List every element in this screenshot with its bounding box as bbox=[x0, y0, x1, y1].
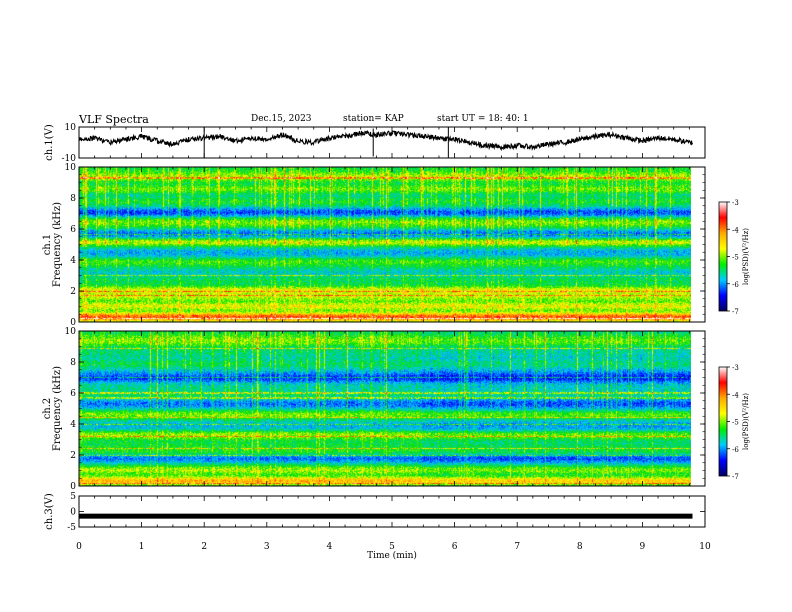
ch3-waveform-line bbox=[79, 513, 693, 519]
ch2-spectrogram-image bbox=[79, 331, 691, 486]
colorbar-tick-label: -7 bbox=[732, 308, 739, 316]
w3-ytick-label: -5 bbox=[67, 523, 76, 533]
x-tick-label: 4 bbox=[327, 542, 333, 552]
x-tick-label: 1 bbox=[139, 542, 145, 552]
x-tick-label: 6 bbox=[452, 542, 458, 552]
w1-ytick-label: 10 bbox=[65, 123, 77, 133]
s2-ytick-label: 10 bbox=[65, 327, 77, 337]
colorbar-tick-label: -7 bbox=[732, 473, 739, 481]
s2-ytick-label: 0 bbox=[70, 482, 76, 492]
s1-ytick-label: 6 bbox=[70, 225, 76, 235]
start-time-label: start UT = 18: 40: 1 bbox=[437, 114, 529, 124]
x-tick-label: 0 bbox=[76, 542, 82, 552]
s2-ytick-label: 6 bbox=[70, 389, 76, 399]
s1-ytick-label: 2 bbox=[70, 287, 76, 297]
colorbar-tick-label: -6 bbox=[732, 281, 739, 289]
colorbar-1 bbox=[718, 201, 728, 312]
x-tick-label: 8 bbox=[577, 542, 583, 552]
x-tick-label: 5 bbox=[389, 542, 395, 552]
colorbar-2 bbox=[718, 366, 728, 477]
s2-ytick-label: 2 bbox=[70, 451, 76, 461]
colorbar-tick-label: -5 bbox=[732, 419, 739, 427]
x-tick-label: 10 bbox=[699, 542, 711, 552]
w3-ytick-label: 5 bbox=[70, 492, 76, 502]
chart-title: VLF Spectra bbox=[79, 113, 149, 126]
x-tick-label: 3 bbox=[264, 542, 270, 552]
s1-ytick-label: 10 bbox=[65, 163, 77, 173]
w3-ylabel: ch.3(V) bbox=[44, 493, 55, 530]
s2-ytick-label: 8 bbox=[70, 358, 76, 368]
s1-ytick-label: 4 bbox=[70, 256, 76, 266]
date-label: Dec.15, 2023 bbox=[251, 114, 312, 124]
s2-ytick-label: 4 bbox=[70, 420, 76, 430]
s1-ytick-label: 8 bbox=[70, 194, 76, 204]
x-axis-title: Time (min) bbox=[367, 550, 417, 561]
ch1-spectrogram-image bbox=[79, 167, 691, 322]
s2-channel-label: ch.2 bbox=[42, 398, 53, 420]
station-label: station= KAP bbox=[343, 114, 404, 124]
w1-ylabel: ch.1(V) bbox=[44, 124, 55, 161]
colorbar-label: log(PSD)(V²/Hz) bbox=[742, 393, 750, 450]
x-tick-label: 2 bbox=[201, 542, 207, 552]
colorbar-tick-label: -4 bbox=[732, 391, 739, 399]
w3-ytick-label: 0 bbox=[70, 508, 76, 518]
ch1-waveform-line bbox=[78, 129, 694, 152]
x-tick-label: 9 bbox=[640, 542, 646, 552]
s1-frequency-label: Frequency (kHz) bbox=[52, 202, 63, 287]
colorbar-label: log(PSD)(V²/Hz) bbox=[742, 228, 750, 285]
w1-ytick-label: -10 bbox=[62, 154, 77, 164]
s2-frequency-label: Frequency (kHz) bbox=[52, 366, 63, 451]
colorbar-tick-label: -4 bbox=[732, 226, 739, 234]
colorbar-tick-label: -5 bbox=[732, 254, 739, 262]
s1-ytick-label: 0 bbox=[70, 318, 76, 328]
colorbar-tick-label: -3 bbox=[732, 364, 739, 372]
x-tick-label: 7 bbox=[514, 542, 520, 552]
colorbar-tick-label: -6 bbox=[732, 446, 739, 454]
colorbar-tick-label: -3 bbox=[732, 199, 739, 207]
s1-channel-label: ch.1 bbox=[42, 234, 53, 256]
